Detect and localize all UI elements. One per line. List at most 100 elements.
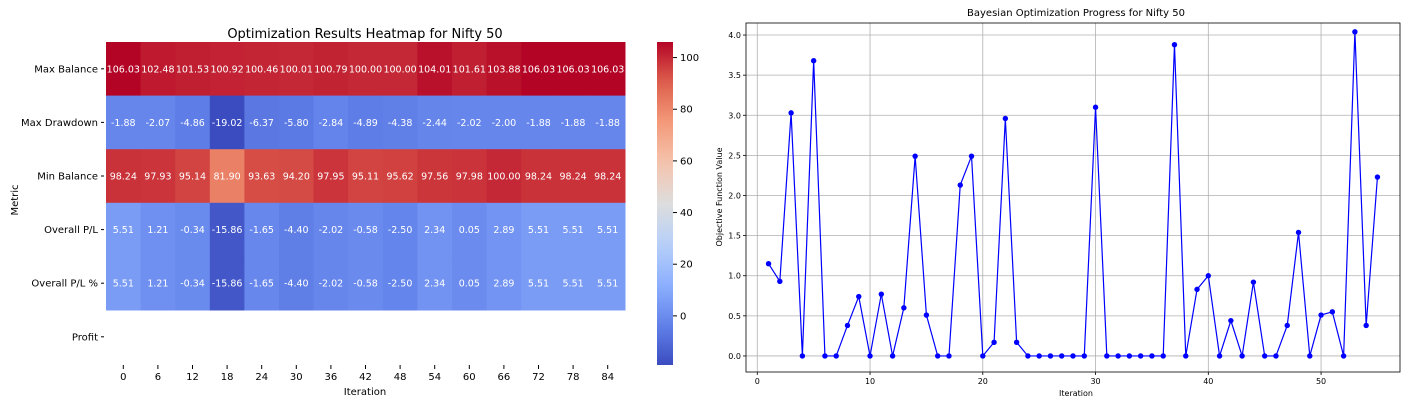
heatmap-col-label: 42 (359, 372, 372, 383)
line-point (1318, 312, 1324, 318)
heatmap-cell-label: 106.03 (522, 64, 555, 75)
heatmap-cell (313, 256, 349, 311)
line-y-tick-label: 1.0 (728, 272, 741, 281)
line-point (1171, 41, 1178, 48)
heatmap-cell (555, 149, 591, 204)
heatmap-cell-label: -2.02 (319, 225, 344, 236)
line-x-tick-label: 30 (1090, 377, 1100, 386)
heatmap-cell (382, 256, 418, 311)
line-point (1228, 317, 1234, 324)
line-y-tick-label: 3.5 (728, 71, 741, 80)
heatmap-cell (382, 202, 418, 257)
line-point (901, 305, 907, 311)
heatmap-cell-label: 97.56 (421, 172, 448, 183)
colorbar-tick-label: 100 (680, 53, 699, 64)
heatmap-cell (417, 149, 453, 204)
heatmap-y-axis-label: Metric (10, 184, 21, 215)
line-point (1363, 322, 1369, 329)
line-y-tick-label: 2.5 (728, 151, 741, 160)
line-point (1194, 286, 1200, 293)
heatmap-cell (313, 95, 349, 150)
line-y-tick-label: 3.0 (728, 111, 741, 120)
heatmap-cell-label: -6.37 (249, 118, 274, 129)
line-point (1059, 353, 1065, 359)
line-point (934, 353, 941, 359)
heatmap-col-label: 24 (255, 372, 268, 383)
heatmap-cell-label: 0.05 (459, 279, 480, 290)
heatmap-cell (175, 256, 211, 311)
line-point (1115, 353, 1121, 359)
heatmap-cell-label: 102.48 (141, 64, 174, 75)
heatmap-x-axis-label: Iteration (344, 387, 386, 398)
line-point (1013, 339, 1020, 346)
heatmap-cell-label: -0.34 (180, 225, 205, 236)
heatmap-cell-label: 2.34 (424, 225, 445, 236)
heatmap-cell (521, 256, 557, 311)
line-point (1183, 353, 1189, 359)
heatmap-cell-label: 5.51 (563, 225, 584, 236)
heatmap-cell (140, 42, 176, 97)
heatmap-cell-label: 101.61 (453, 64, 486, 75)
line-point (856, 293, 862, 300)
heatmap-cell (140, 149, 176, 204)
heatmap-cell (209, 256, 245, 311)
heatmap-cell (279, 95, 315, 150)
heatmap-cell-label: 98.24 (594, 172, 621, 183)
heatmap-cell-label: -4.86 (180, 118, 205, 129)
heatmap-cell-label: -4.40 (284, 279, 309, 290)
line-point (1205, 273, 1212, 279)
heatmap-cell-label: -1.88 (595, 118, 620, 129)
heatmap-cell (417, 42, 453, 97)
line-point (991, 339, 997, 346)
heatmap-cell-label: 106.03 (107, 64, 140, 75)
line-point (1036, 353, 1042, 359)
line-point (946, 353, 952, 359)
heatmap-cell (106, 202, 142, 257)
heatmap-chart: Optimization Results Heatmap for Nifty 5… (10, 27, 699, 398)
heatmap-cell (279, 202, 315, 257)
line-point (1081, 353, 1087, 359)
heatmap-col-label: 60 (463, 372, 476, 383)
heatmap-cell (244, 95, 280, 150)
line-y-tick-label: 1.5 (728, 232, 741, 241)
heatmap-cell (244, 149, 280, 204)
line-point (1025, 353, 1031, 359)
heatmap-col-label: 54 (428, 372, 441, 383)
heatmap-cell-label: 81.90 (213, 172, 240, 183)
line-plot-frame (745, 22, 1401, 373)
colorbar-tick-label: 0 (680, 311, 686, 322)
heatmap-cell-label: 5.51 (597, 279, 618, 290)
heatmap-cell-label: 95.14 (179, 172, 206, 183)
heatmap-col-label: 72 (532, 372, 545, 383)
heatmap-cell-label: -2.02 (457, 118, 482, 129)
heatmap-cell-label: -2.50 (388, 279, 413, 290)
line-x-tick-label: 40 (1203, 377, 1213, 386)
colorbar-tick-label: 20 (680, 260, 693, 271)
heatmap-row-label: Min Balance (37, 172, 98, 183)
line-point (844, 322, 851, 329)
heatmap-cell (140, 95, 176, 150)
heatmap-cell (348, 42, 384, 97)
line-point (1295, 229, 1302, 236)
heatmap-cell (452, 149, 488, 204)
heatmap-cell-label: 95.62 (386, 172, 413, 183)
heatmap-cell-label: 98.24 (559, 172, 586, 183)
heatmap-cell-label: 98.24 (110, 172, 137, 183)
heatmap-cell (486, 149, 522, 204)
heatmap-cell-label: -1.65 (249, 225, 274, 236)
heatmap-cell-label: 93.63 (248, 172, 275, 183)
line-y-tick-label: 4.0 (728, 31, 741, 40)
heatmap-cell-label: -2.00 (492, 118, 517, 129)
heatmap-cell (244, 202, 280, 257)
heatmap-col-label: 78 (567, 372, 580, 383)
heatmap-cell-label: 100.92 (210, 64, 243, 75)
heatmap-cell-label: 5.51 (528, 279, 549, 290)
heatmap-cell-label: 5.51 (113, 225, 134, 236)
heatmap-cell-label: -19.02 (212, 118, 243, 129)
heatmap-col-label: 66 (498, 372, 511, 383)
heatmap-cell-label: 0.05 (459, 225, 480, 236)
heatmap-cell-label: 100.00 (383, 64, 416, 75)
line-point (889, 353, 896, 359)
heatmap-cell-label: -2.50 (388, 225, 413, 236)
heatmap-cell-label: -4.40 (284, 225, 309, 236)
